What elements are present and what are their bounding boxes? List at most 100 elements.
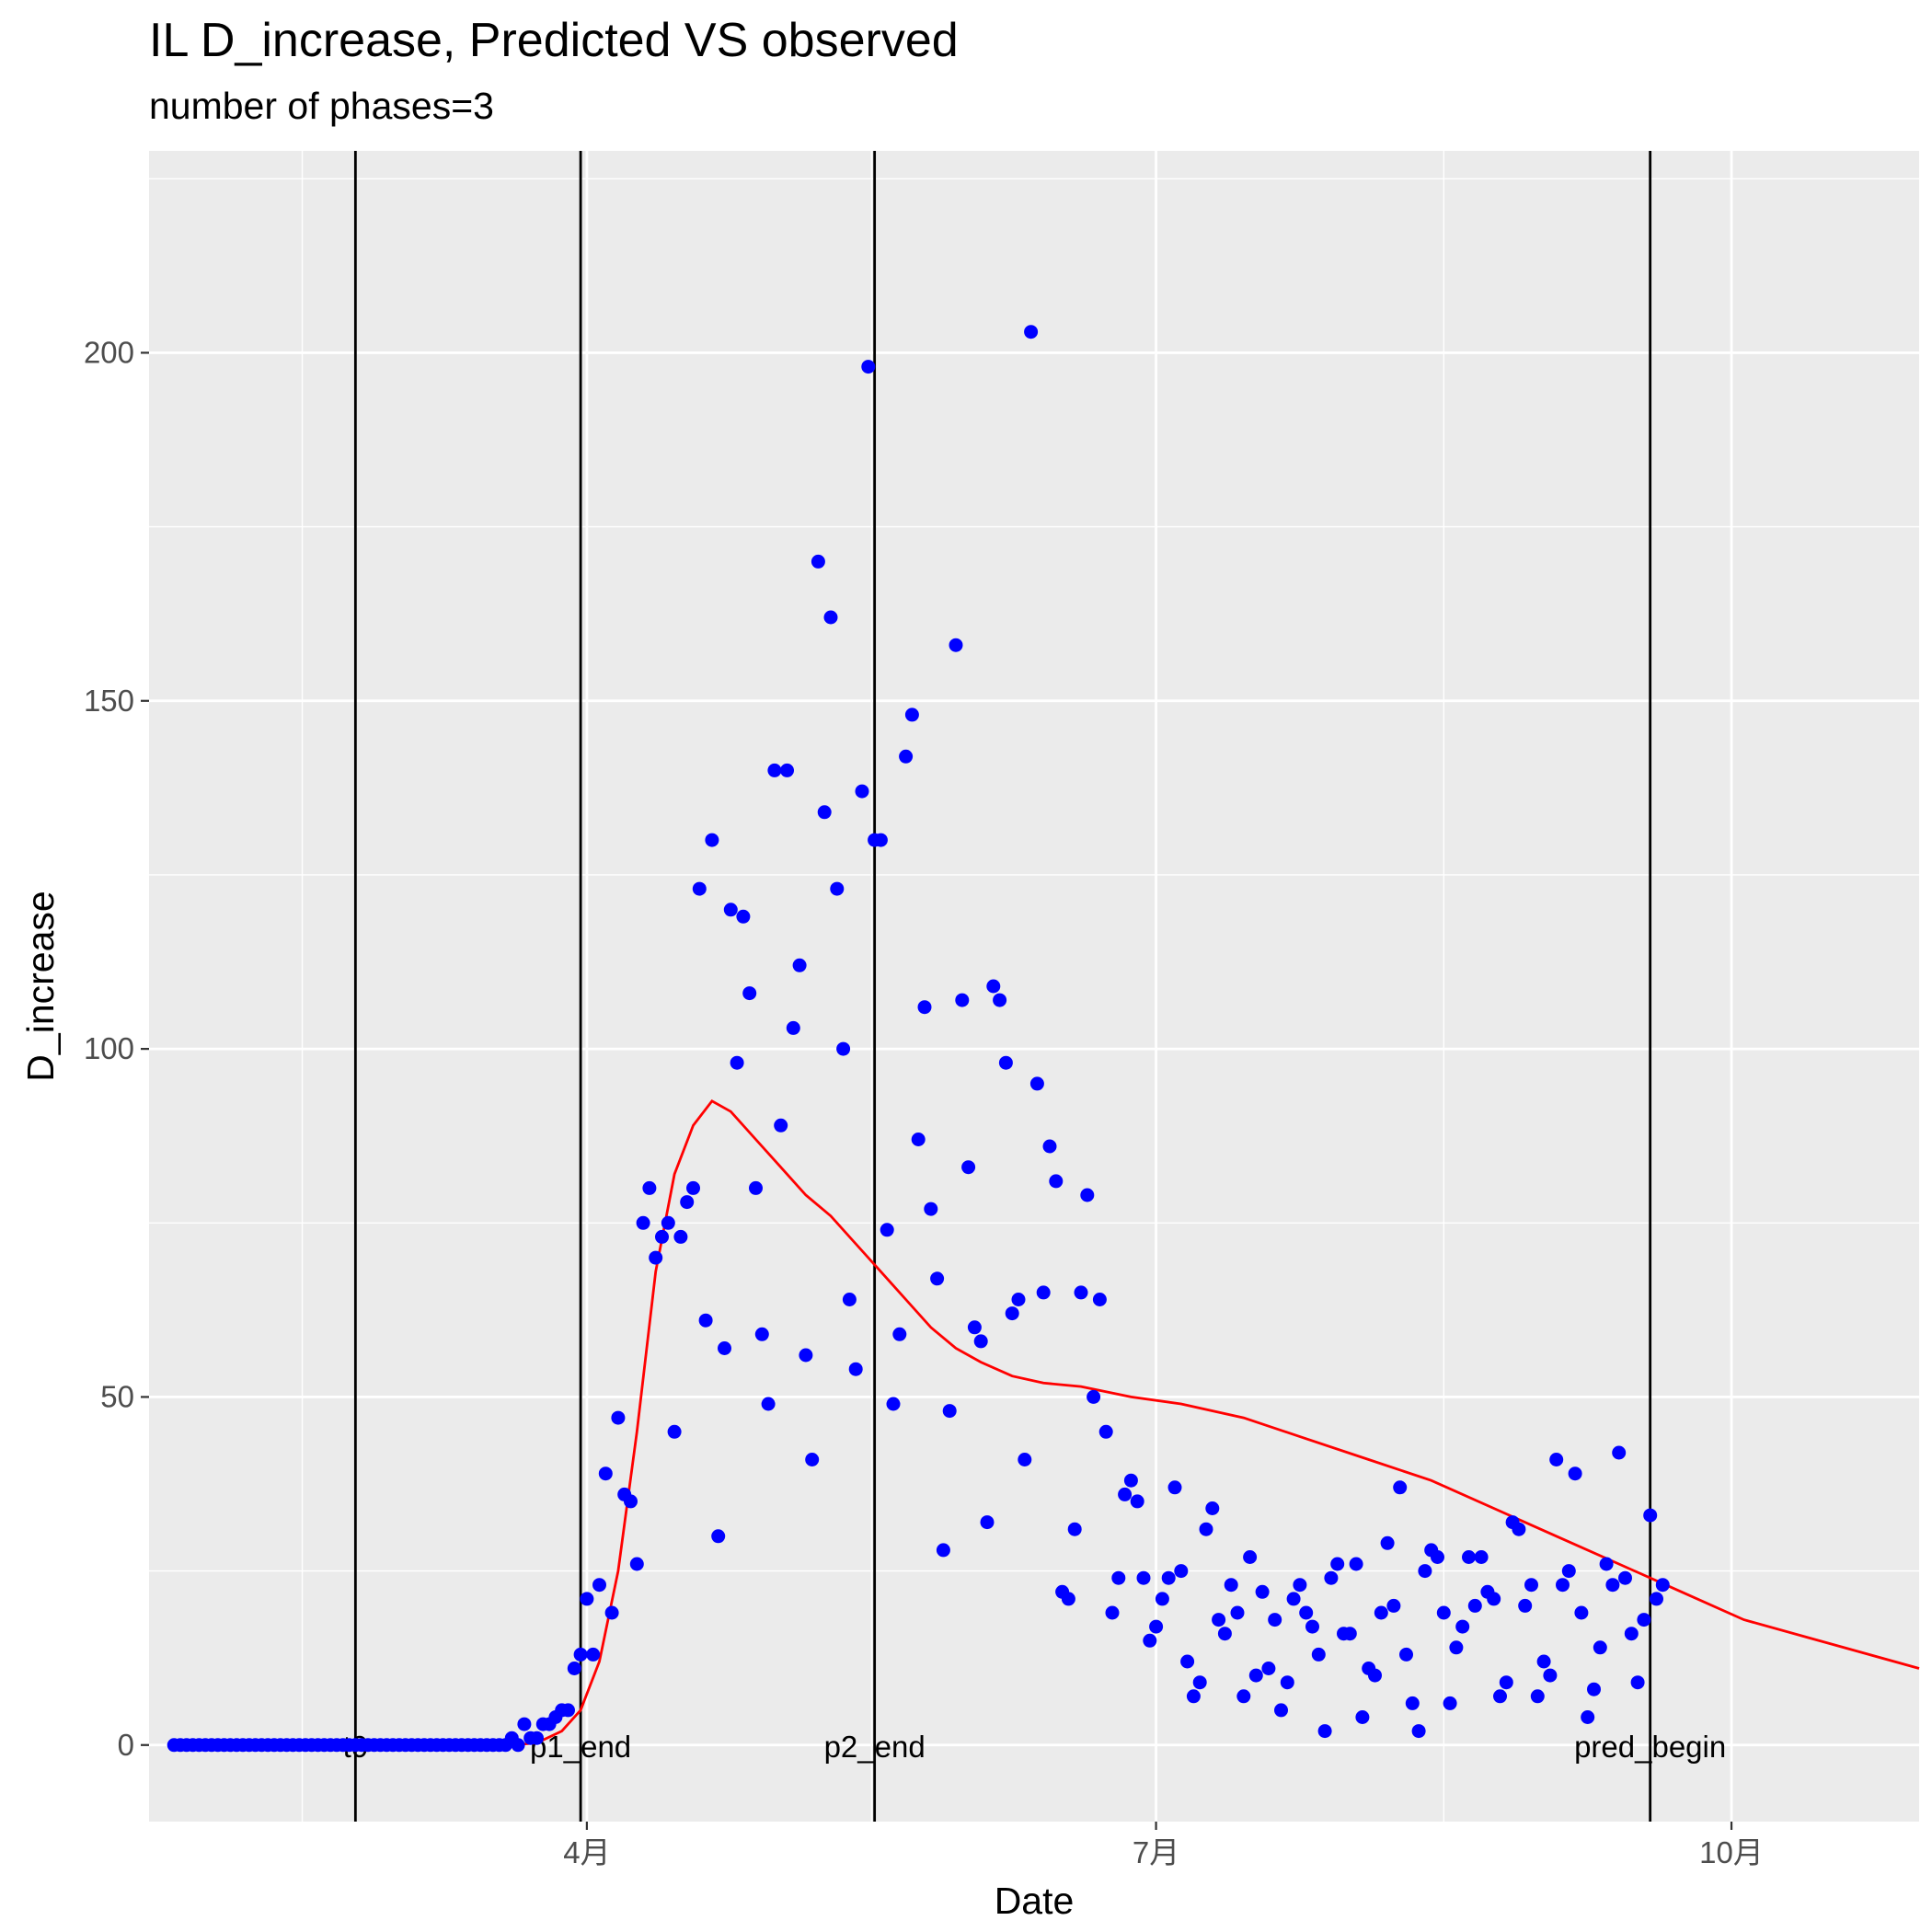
observed-point	[649, 1250, 663, 1265]
y-axis-title: D_increase	[19, 891, 62, 1081]
observed-point	[817, 805, 832, 820]
observed-point	[673, 1229, 688, 1244]
observed-point	[1650, 1592, 1663, 1606]
observed-point	[723, 903, 738, 917]
phase-line-label: p2_end	[824, 1730, 926, 1764]
observed-point	[848, 1362, 863, 1376]
observed-point	[586, 1647, 601, 1662]
observed-point	[786, 1020, 800, 1035]
observed-point	[1587, 1682, 1601, 1696]
observed-point	[686, 1180, 700, 1195]
observed-point	[799, 1348, 813, 1363]
observed-point	[1018, 1453, 1032, 1466]
observed-point	[924, 1202, 938, 1216]
observed-point	[1161, 1570, 1176, 1585]
observed-point	[1098, 1424, 1113, 1439]
observed-point	[561, 1703, 575, 1718]
observed-point	[1324, 1570, 1339, 1585]
observed-point	[1205, 1501, 1220, 1515]
observed-point	[611, 1410, 626, 1425]
observed-point	[1536, 1654, 1551, 1669]
observed-point	[655, 1229, 669, 1244]
observed-point	[1393, 1480, 1408, 1495]
observed-point	[1467, 1598, 1482, 1613]
observed-point	[736, 909, 751, 924]
observed-point	[1643, 1508, 1658, 1523]
observed-point	[567, 1662, 581, 1675]
observed-point	[1174, 1564, 1189, 1579]
y-tick-label: 100	[84, 1031, 134, 1065]
y-tick-label: 150	[84, 684, 134, 718]
observed-point	[904, 707, 919, 722]
observed-point	[1624, 1627, 1639, 1641]
observed-point	[1274, 1703, 1288, 1718]
observed-point	[942, 1404, 957, 1419]
observed-point	[792, 958, 807, 972]
observed-point	[774, 1118, 788, 1133]
observed-point	[1330, 1557, 1345, 1571]
observed-point	[1349, 1557, 1363, 1571]
observed-point	[1067, 1522, 1082, 1536]
observed-point	[1130, 1494, 1144, 1509]
observed-point	[1499, 1675, 1513, 1690]
observed-point	[742, 986, 757, 1001]
observed-point	[1593, 1640, 1607, 1655]
observed-point	[1512, 1522, 1526, 1536]
observed-point	[1155, 1592, 1169, 1606]
observed-point	[1431, 1550, 1444, 1564]
observed-point	[1261, 1662, 1276, 1675]
observed-point	[629, 1557, 644, 1571]
observed-point	[698, 1313, 713, 1328]
observed-point	[592, 1578, 606, 1593]
observed-point	[1143, 1633, 1157, 1648]
panel-background	[149, 151, 1919, 1822]
observed-point	[1581, 1710, 1595, 1724]
observed-point	[1368, 1668, 1382, 1683]
observed-point	[754, 1327, 769, 1341]
observed-point	[1199, 1522, 1213, 1536]
chart-subtitle: number of phases=3	[149, 85, 494, 127]
observed-point	[1518, 1598, 1533, 1613]
observed-point	[1561, 1564, 1576, 1579]
observed-point	[1268, 1613, 1282, 1627]
observed-point	[1436, 1605, 1451, 1620]
observed-point	[1386, 1598, 1401, 1613]
observed-point	[1605, 1578, 1620, 1593]
observed-point	[949, 638, 963, 652]
observed-point	[1411, 1724, 1426, 1739]
observed-point	[604, 1605, 619, 1620]
observed-point	[1212, 1613, 1226, 1627]
x-axis-title: Date	[995, 1880, 1075, 1922]
observed-point	[1105, 1605, 1120, 1620]
observed-point	[1286, 1592, 1301, 1606]
observed-point	[892, 1327, 907, 1341]
observed-point	[811, 554, 825, 569]
observed-point	[1123, 1473, 1138, 1488]
observed-point	[1399, 1647, 1413, 1662]
y-tick-label: 50	[100, 1379, 134, 1413]
observed-point	[930, 1271, 945, 1286]
observed-point	[1342, 1627, 1357, 1641]
observed-point	[642, 1180, 657, 1195]
observed-point	[1005, 1306, 1019, 1321]
observed-point	[993, 993, 1007, 1007]
observed-point	[1637, 1613, 1651, 1627]
observed-point	[961, 1160, 976, 1175]
observed-point	[1243, 1550, 1258, 1564]
x-tick-label: 7月	[1133, 1835, 1179, 1869]
y-tick-label: 0	[118, 1728, 134, 1762]
observed-point	[1549, 1453, 1564, 1466]
observed-point	[1474, 1550, 1489, 1564]
observed-point	[1293, 1578, 1307, 1593]
observed-point	[1418, 1564, 1432, 1579]
observed-point	[1186, 1689, 1201, 1704]
observed-point	[530, 1731, 544, 1745]
observed-point	[1087, 1389, 1101, 1404]
observed-point	[1493, 1689, 1507, 1704]
observed-point	[886, 1397, 901, 1411]
observed-point	[1374, 1605, 1388, 1620]
observed-point	[573, 1647, 588, 1662]
observed-point	[805, 1453, 820, 1466]
